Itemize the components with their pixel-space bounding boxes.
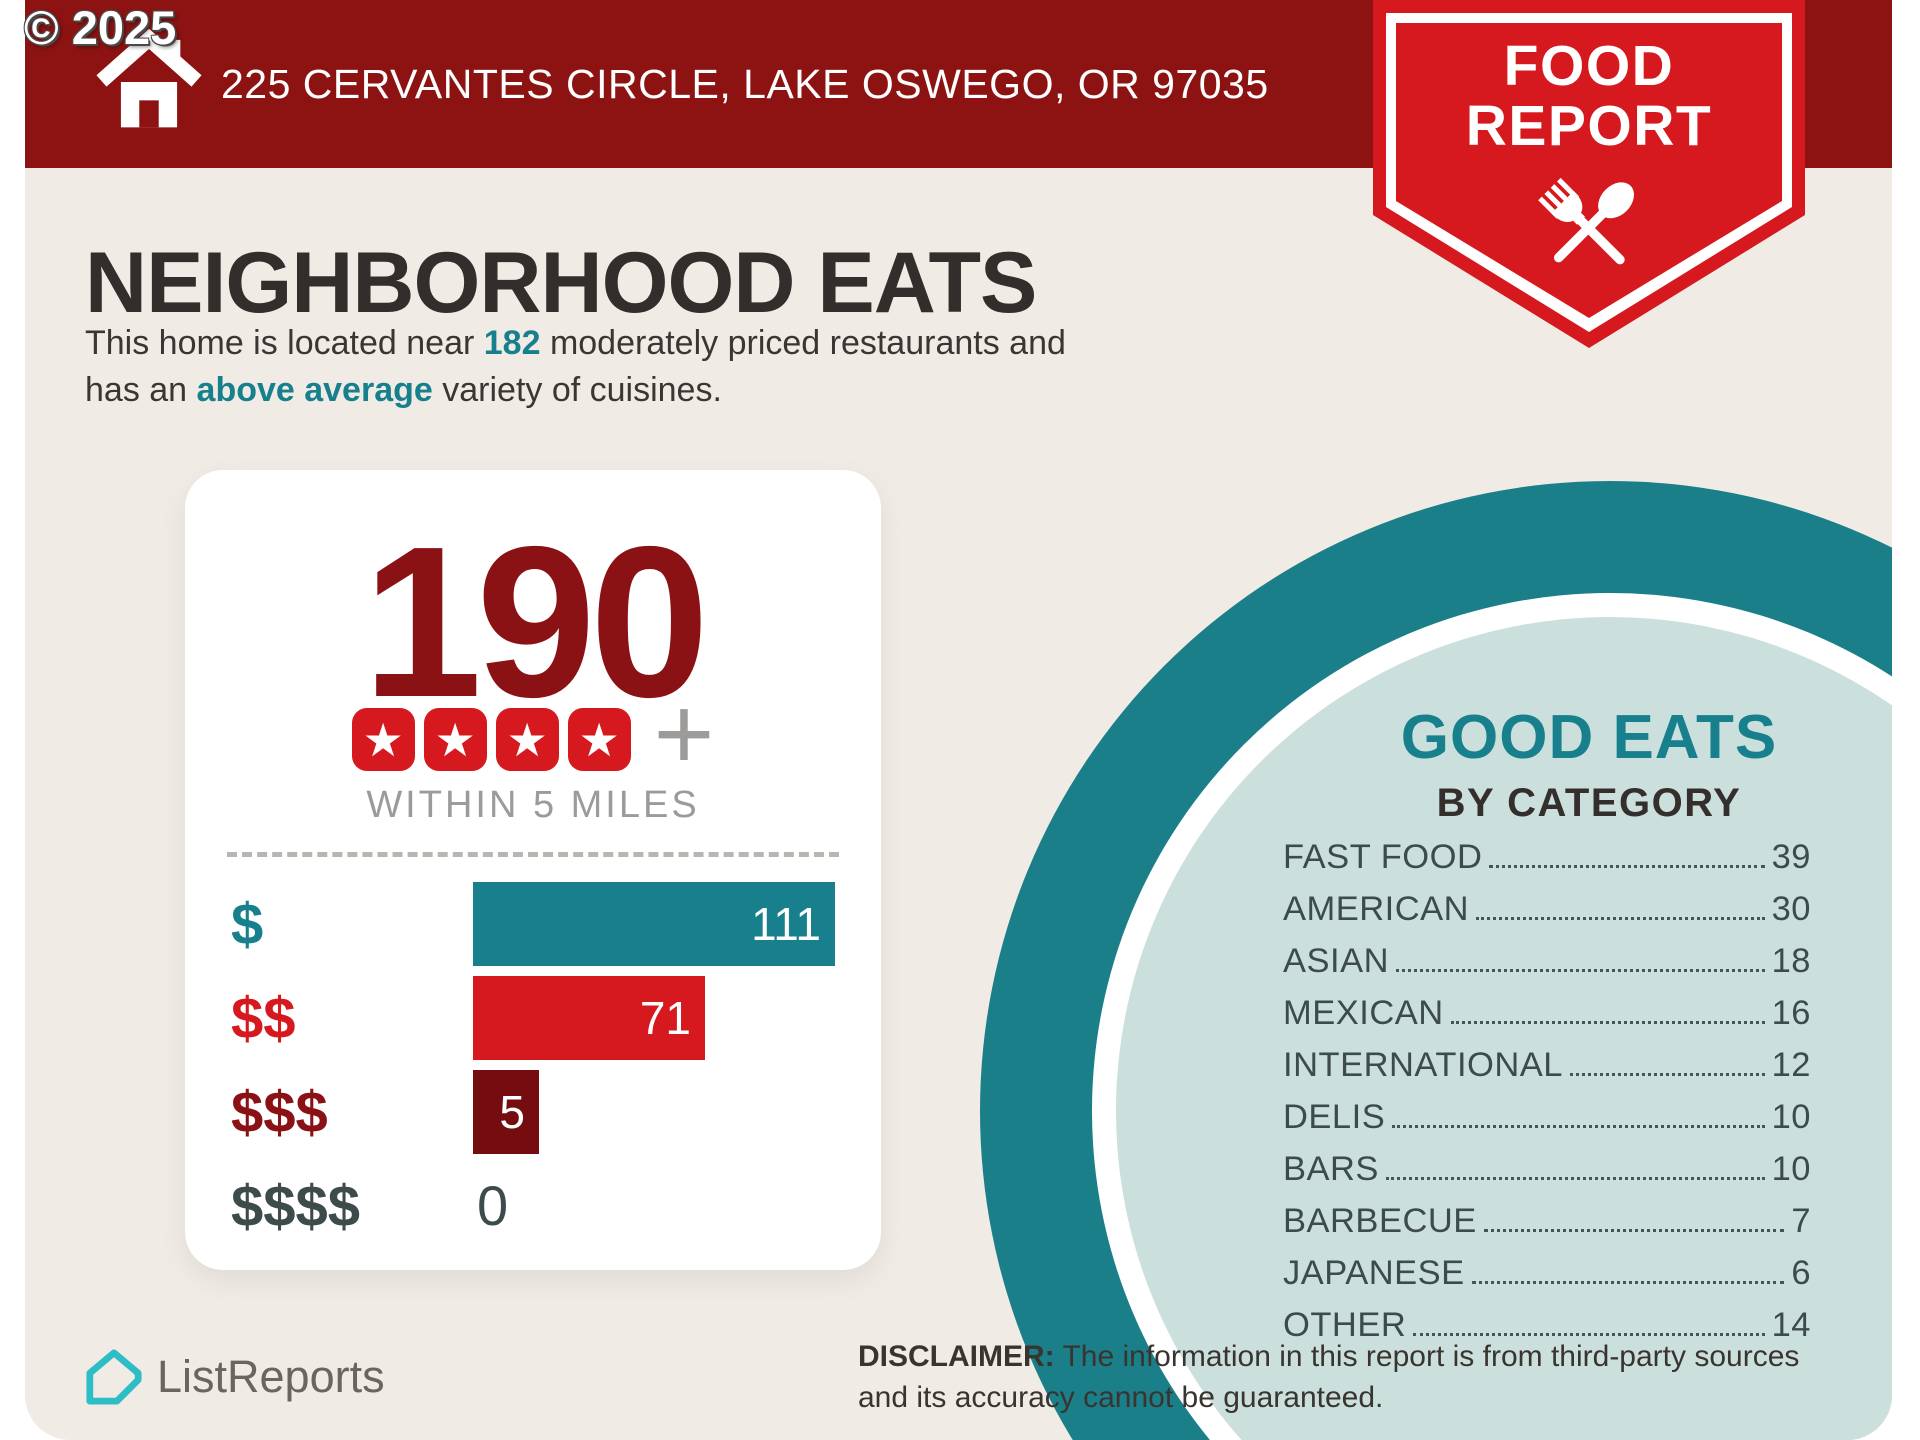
dotted-leader (1569, 1073, 1765, 1076)
copyright-watermark: © 2025 (24, 1, 177, 54)
ribbon-title-line2: REPORT (1465, 94, 1713, 159)
disclaimer-text: The information in this report is from t… (858, 1340, 1800, 1415)
dotted-leader (1385, 1177, 1765, 1180)
category-label: OTHER (1283, 1306, 1407, 1344)
star-rating: ★ ★ ★ ★ + (185, 682, 881, 786)
restaurant-count-inline: 182 (483, 324, 541, 362)
category-label: ASIAN (1283, 942, 1390, 980)
category-count: 14 (1771, 1306, 1811, 1344)
bar: 71 (473, 976, 705, 1060)
category-row: FAST FOOD 39 (1283, 840, 1811, 875)
category-row: DELIS 10 (1283, 1100, 1811, 1135)
dotted-leader (1413, 1333, 1765, 1336)
plus-icon: + (653, 675, 715, 792)
category-row: INTERNATIONAL 12 (1283, 1048, 1811, 1083)
intro-text-3: variety of cuisines. (432, 370, 722, 409)
category-count: 30 (1771, 890, 1811, 928)
food-report-ribbon: FOOD REPORT (1373, 0, 1805, 348)
ribbon-title: FOOD REPORT (1373, 36, 1805, 157)
star-icon: ★ (495, 708, 559, 771)
category-label: MEXICAN (1283, 994, 1444, 1032)
star-icon: ★ (567, 708, 631, 771)
dotted-leader (1450, 1021, 1765, 1024)
category-row: MEXICAN 16 (1283, 996, 1811, 1031)
good-eats-header: GOOD EATS BY CATEGORY (1259, 702, 1892, 826)
category-count: 6 (1791, 1254, 1811, 1292)
category-label: JAPANESE (1283, 1254, 1465, 1292)
good-eats-subtitle: BY CATEGORY (1436, 781, 1742, 825)
star-icon: ★ (351, 708, 415, 771)
category-list: FAST FOOD 39 AMERICAN 30 ASIAN 18 MEXICAN 16 INT… (1283, 840, 1811, 1360)
ribbon-title-line1: FOOD (1503, 34, 1675, 98)
category-row: OTHER 14 (1283, 1308, 1811, 1343)
crossed-spoon-fork-icon (1538, 177, 1635, 265)
price-bar-row: $111 (231, 882, 835, 966)
price-bar-row: $$$ 5 (231, 1070, 835, 1154)
category-count: 12 (1771, 1046, 1811, 1084)
good-eats-title: GOOD EATS (1400, 703, 1778, 772)
intro-paragraph: This home is located near 182 moderately… (85, 320, 1245, 414)
dotted-leader (1489, 865, 1765, 868)
disclaimer: DISCLAIMER: The information in this repo… (858, 1336, 1814, 1418)
dotted-leader (1483, 1229, 1785, 1232)
category-label: BARS (1283, 1150, 1379, 1188)
star-icon: ★ (423, 708, 487, 771)
category-row: ASIAN 18 (1283, 944, 1811, 979)
listreports-logo-icon (86, 1349, 143, 1406)
price-level-label: $$ (231, 985, 296, 1051)
bar: 5 (473, 1070, 539, 1154)
category-row: AMERICAN 30 (1283, 892, 1811, 927)
bar-track: 5 (473, 1070, 835, 1154)
ribbon-shape (1373, 0, 1805, 348)
category-count: 16 (1771, 994, 1811, 1032)
disclaimer-label: DISCLAIMER: (858, 1340, 1055, 1373)
price-level-label: $$$ (231, 1079, 328, 1145)
intro-text-1: This home is located near (85, 324, 484, 362)
property-address: 225 CERVANTES CIRCLE, LAKE OSWEGO, OR 97… (221, 60, 1269, 107)
category-count: 10 (1771, 1150, 1811, 1188)
bar-value: 5 (499, 1086, 525, 1138)
category-count: 18 (1771, 942, 1811, 980)
listreports-wordmark: ListReports (157, 1351, 385, 1402)
category-label: INTERNATIONAL (1283, 1046, 1563, 1084)
restaurant-summary-card: 190 ★ ★ ★ ★ + WITHIN 5 MILES $111 $$ 71 $$$ 5 $$$… (185, 470, 881, 1270)
bar-track: 0 (473, 1164, 835, 1248)
category-count: 39 (1771, 838, 1811, 876)
category-count: 7 (1791, 1202, 1811, 1240)
price-bar-row: $$$$ 0 (231, 1164, 835, 1248)
category-row: BARBECUE 7 (1283, 1204, 1811, 1239)
bar-value: 111 (751, 898, 821, 950)
bar-value: 71 (639, 992, 691, 1044)
bar-track: 71 (473, 976, 835, 1060)
price-level-label: $ (231, 891, 264, 957)
price-level-bar-chart: $111 $$ 71 $$$ 5 $$$$ 0 (231, 882, 835, 1258)
category-label: FAST FOOD (1283, 838, 1483, 876)
bar: 111 (473, 882, 835, 966)
bar-track: 111 (473, 882, 835, 966)
category-row: BARS 10 (1283, 1152, 1811, 1187)
dashed-divider (227, 852, 839, 857)
report-canvas: 225 CERVANTES CIRCLE, LAKE OSWEGO, OR 97… (25, 0, 1892, 1440)
dotted-leader (1476, 917, 1765, 920)
price-level-label: $$$$ (231, 1173, 361, 1239)
listreports-brand: ListReports (85, 1348, 385, 1406)
variety-highlight: above average (196, 370, 433, 409)
radius-label: WITHIN 5 MILES (366, 784, 700, 826)
page-title: NEIGHBORHOOD EATS (85, 234, 1037, 331)
dotted-leader (1396, 969, 1765, 972)
price-bar-row: $$ 71 (231, 976, 835, 1060)
restaurant-total-count: 190 (362, 501, 710, 742)
category-label: BARBECUE (1283, 1202, 1477, 1240)
bar-value-zero: 0 (477, 1174, 509, 1237)
category-count: 10 (1771, 1098, 1811, 1136)
dotted-leader (1471, 1281, 1785, 1284)
home-icon (96, 28, 202, 128)
intro-text-2b: has an (85, 370, 197, 409)
category-row: JAPANESE 6 (1283, 1256, 1811, 1291)
dotted-leader (1392, 1125, 1765, 1128)
category-label: DELIS (1283, 1098, 1386, 1136)
category-label: AMERICAN (1283, 890, 1470, 928)
intro-text-2a: moderately priced restaurants and (540, 324, 1066, 362)
